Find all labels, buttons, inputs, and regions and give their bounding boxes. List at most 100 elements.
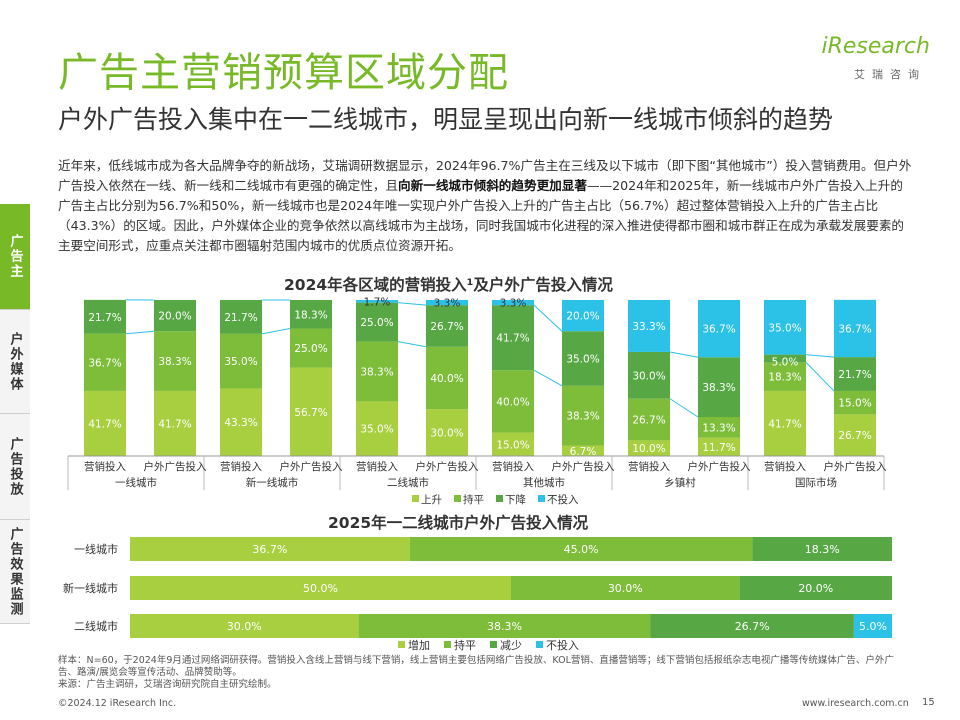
body-text-bold: 向新一线城市倾斜的趋势更加显著	[398, 178, 587, 193]
hbar-value-label: 18.3%	[805, 543, 840, 556]
hbar-value-label: 38.3%	[487, 620, 522, 633]
bar-value-label: 1.7%	[364, 296, 391, 308]
bar-segment	[356, 302, 398, 342]
bar-segment	[562, 385, 604, 446]
legend-swatch	[538, 495, 545, 502]
sample-note: 样本：N=60，于2024年9月通过网络调研获得。营销投入含线上营销与线下营销，…	[58, 655, 894, 678]
bar-segment	[426, 305, 468, 347]
bar-value-label: 30.0%	[430, 428, 463, 440]
website: www.iresearch.com.cn	[802, 698, 909, 709]
hbar-value-label: 30.0%	[608, 582, 643, 595]
connector-line	[669, 398, 699, 418]
bar-segment	[154, 300, 196, 332]
hbar-value-label: 45.0%	[564, 543, 599, 556]
bar-segment	[492, 305, 534, 371]
bar-value-label: 43.3%	[224, 417, 257, 429]
legend-label: 下降	[505, 493, 526, 506]
page-number: 15	[922, 697, 935, 708]
legend-swatch	[398, 641, 405, 648]
bar-segment	[628, 398, 670, 441]
bar-value-label: 26.7%	[632, 415, 665, 427]
bar-value-label: 35.0%	[360, 424, 393, 436]
body-text-part1: 近年来，低线城市成为各大品牌争夺的新战场，艾瑞调研数据显示，2024年96.7%…	[58, 158, 912, 193]
bar-value-label: 35.0%	[768, 322, 801, 334]
logo-sub-text: 艾瑞咨询	[854, 68, 926, 81]
bar-segment	[492, 300, 534, 306]
source-note: 来源：广告主调研，艾瑞咨询研究院自主研究绘制。	[58, 679, 277, 690]
group-axis-label: 国际市场	[795, 476, 837, 489]
connector-line	[397, 302, 427, 306]
connector-line	[805, 354, 835, 358]
bar-value-label: 26.7%	[838, 430, 871, 442]
bar-segment	[834, 357, 876, 391]
bar-value-label: 20.0%	[566, 311, 599, 323]
hbar-value-label: 26.7%	[735, 620, 770, 633]
group-axis-label: 其他城市	[523, 476, 565, 489]
legend-label: 持平	[454, 638, 476, 652]
category-axis-label: 新一线城市	[63, 581, 118, 595]
bar-segment	[290, 367, 332, 456]
bar-segment	[220, 300, 262, 334]
bar-segment	[290, 328, 332, 368]
bar-segment	[220, 333, 262, 389]
bar-value-label: 41.7%	[88, 418, 121, 430]
bar-value-label: 40.0%	[496, 396, 529, 408]
bar-segment	[154, 390, 196, 456]
bar-value-label: 38.3%	[702, 382, 735, 394]
hbar-segment	[511, 576, 740, 600]
bar-value-label: 25.0%	[360, 317, 393, 329]
bar-value-label: 41.7%	[496, 333, 529, 345]
bar-segment	[764, 390, 806, 456]
hbar-segment	[650, 614, 854, 638]
side-tab-ad-effect-monitoring[interactable]: 广告效果监测	[0, 520, 30, 624]
legend-label: 增加	[408, 638, 430, 652]
bar-value-label: 38.3%	[158, 356, 191, 368]
bar-value-label: 15.0%	[838, 398, 871, 410]
hbar-value-label: 50.0%	[303, 582, 338, 595]
bar-axis-label: 户外广告投入	[144, 460, 207, 473]
bar-axis-label: 营销投入	[220, 460, 262, 473]
bar-segment	[426, 409, 468, 456]
bar-value-label: 21.7%	[88, 312, 121, 324]
bar-value-label: 5.0%	[772, 356, 799, 368]
connector-line	[669, 351, 699, 358]
bar-segment	[562, 300, 604, 332]
bar-segment	[492, 432, 534, 456]
hbar-segment	[130, 576, 511, 600]
category-axis-label: 二线城市	[74, 619, 118, 633]
legend-swatch	[536, 641, 543, 648]
side-tab-advertiser[interactable]: 广告主	[0, 204, 30, 310]
page-subtitle: 户外广告投入集中在一二线城市，明显呈现出向新一线城市倾斜的趋势	[58, 105, 834, 134]
side-tab-outdoor-media[interactable]: 户外媒体	[0, 310, 30, 414]
bar-segment	[356, 401, 398, 456]
hbar-segment	[358, 614, 651, 638]
body-paragraph: 近年来，低线城市成为各大品牌争夺的新战场，艾瑞调研数据显示，2024年96.7%…	[58, 156, 913, 256]
bar-axis-label: 户外广告投入	[688, 460, 751, 473]
legend-label: 不投入	[547, 493, 579, 506]
chart1-title: 2024年各区域的营销投入¹及户外广告投入情况	[284, 276, 613, 294]
bar-segment	[764, 362, 806, 391]
hbar-segment	[752, 537, 892, 561]
bar-value-label: 35.0%	[566, 354, 599, 366]
connector-line	[397, 341, 427, 348]
copyright: ©2024.12 iResearch Inc.	[58, 698, 177, 709]
chart2-title: 2025年一二线城市户外广告投入情况	[328, 514, 589, 532]
bar-segment	[84, 333, 126, 391]
bar-value-label: 13.3%	[702, 422, 735, 434]
bar-segment	[764, 354, 806, 363]
bar-value-label: 3.3%	[500, 298, 527, 310]
hbar-value-label: 36.7%	[252, 543, 287, 556]
bar-segment	[698, 437, 740, 456]
page-title: 广告主营销预算区域分配	[58, 50, 509, 96]
bar-segment	[628, 351, 670, 399]
legend-label: 持平	[463, 493, 484, 506]
bar-value-label: 18.3%	[768, 372, 801, 384]
bar-segment	[834, 390, 876, 415]
bar-value-label: 20.0%	[158, 311, 191, 323]
side-tab-ad-placement[interactable]: 广告投放	[0, 414, 30, 520]
bar-segment	[220, 388, 262, 456]
bar-axis-label: 户外广告投入	[552, 460, 615, 473]
bar-segment	[834, 299, 876, 358]
legend-swatch	[496, 495, 503, 502]
